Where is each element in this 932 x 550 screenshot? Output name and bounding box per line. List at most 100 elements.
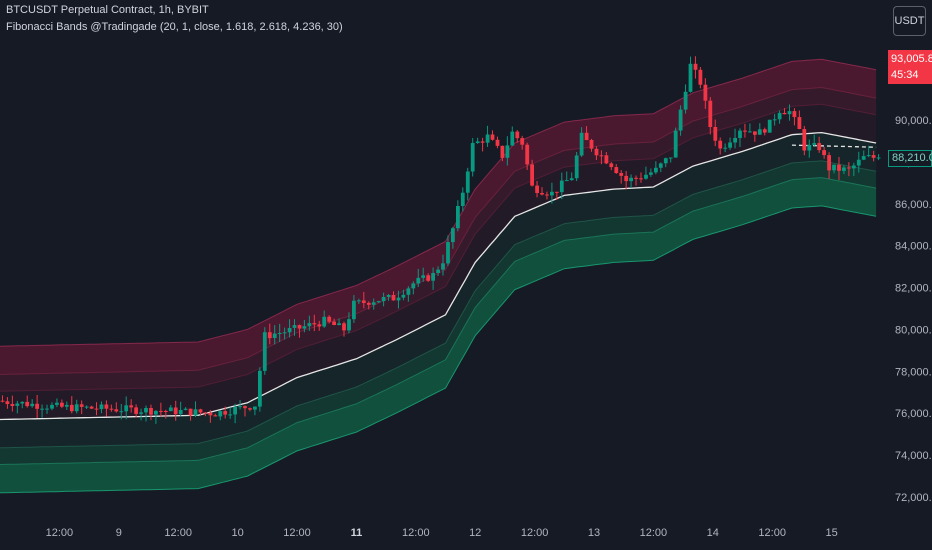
- candle-body: [55, 402, 59, 405]
- price-tick-label: 90,000.0: [895, 115, 932, 127]
- candle-body: [644, 174, 648, 179]
- candle-body: [421, 275, 426, 278]
- candle-body: [871, 155, 876, 158]
- indicator-legend[interactable]: Fibonacci Bands @Tradingade (20, 1, clos…: [6, 21, 343, 33]
- current-price-label: 88,210.0: [888, 150, 932, 167]
- candle-body: [703, 84, 708, 101]
- candle-body: [748, 131, 752, 133]
- candle-body: [35, 403, 39, 409]
- candle-body: [262, 332, 267, 371]
- candle-body: [69, 404, 74, 412]
- candle-body: [663, 158, 668, 164]
- candle-body: [614, 167, 619, 173]
- candle-body: [658, 163, 663, 168]
- last-price-value: 93,005.8: [891, 53, 932, 65]
- candle-body: [797, 117, 802, 129]
- candle-body: [193, 409, 198, 416]
- candle-body: [475, 141, 480, 143]
- time-axis[interactable]: 12:00 9 12:00 10 12:00 11 12:00 12 12:00 13 12:00 1…: [46, 527, 838, 539]
- candle-body: [213, 415, 218, 417]
- candle-body: [124, 405, 129, 412]
- candle-body: [446, 242, 450, 264]
- upper-inner-band: [0, 104, 877, 420]
- candle-body: [782, 112, 787, 115]
- time-tick-label: 12:00: [758, 527, 786, 539]
- candle-body: [767, 119, 772, 133]
- candle-body: [139, 412, 143, 414]
- candle-body: [376, 301, 381, 303]
- price-tick-label: 78,000.0: [895, 366, 932, 378]
- candle-body: [460, 192, 465, 206]
- symbol-title[interactable]: BTCUSDT Perpetual Contract, 1h, BYBIT: [6, 4, 209, 16]
- candle-body: [505, 145, 510, 158]
- candle-body: [866, 155, 871, 157]
- candle-body: [287, 328, 292, 333]
- candle-body: [173, 407, 178, 415]
- price-tick-label: 72,000.0: [895, 492, 932, 504]
- time-tick-label: 13: [588, 527, 600, 539]
- candle-body: [743, 130, 747, 132]
- candle-body: [10, 404, 15, 406]
- time-tick-label: 10: [231, 527, 243, 539]
- candle-body: [386, 295, 391, 297]
- candle-body: [25, 401, 30, 407]
- candle-body: [683, 91, 688, 110]
- candle-body: [129, 405, 134, 408]
- candle-body: [104, 404, 109, 409]
- price-tick-label: 82,000.0: [895, 283, 932, 295]
- candle-body: [327, 316, 332, 322]
- candle-body: [772, 119, 777, 121]
- candle-body: [337, 323, 341, 325]
- candle-body: [74, 404, 79, 412]
- candle-body: [64, 404, 69, 407]
- currency-button[interactable]: USDT: [893, 6, 926, 36]
- candle-body: [856, 159, 861, 166]
- time-tick-label: 12:00: [46, 527, 74, 539]
- candle-body: [668, 157, 673, 159]
- candle-body: [619, 173, 624, 176]
- price-axis[interactable]: 90,000.088,000.086,000.084,000.082,000.0…: [895, 115, 932, 504]
- candle-body: [322, 316, 327, 327]
- candle-body: [218, 411, 223, 417]
- candle-body: [277, 333, 282, 334]
- time-tick-label: 11: [351, 527, 363, 539]
- upper-outer-band: [0, 59, 877, 375]
- candle-body: [381, 297, 386, 302]
- candle-body: [525, 144, 530, 165]
- candle-body: [396, 297, 401, 301]
- candle-body: [654, 167, 658, 173]
- candle-body: [807, 145, 812, 151]
- candle-body: [292, 325, 297, 328]
- candle-body: [317, 324, 322, 327]
- candle-body: [451, 228, 455, 243]
- candle-body: [693, 63, 698, 70]
- candle-body: [738, 130, 742, 138]
- candle-body: [550, 191, 554, 196]
- candle-body: [847, 167, 851, 169]
- time-tick-label: 12:00: [521, 527, 549, 539]
- candle-body: [302, 326, 307, 329]
- lower-mid-line: [0, 177, 877, 465]
- candle-body: [728, 142, 732, 148]
- candle-body: [416, 277, 421, 284]
- candle-body: [352, 300, 356, 320]
- candle-body: [228, 414, 233, 416]
- price-tick-label: 76,000.0: [895, 408, 932, 420]
- candle-body: [802, 129, 807, 151]
- candle-body: [238, 406, 242, 408]
- candle-body: [584, 132, 589, 140]
- time-tick-label: 12:00: [402, 527, 430, 539]
- lower-inner-line: [0, 160, 877, 449]
- candle-body: [842, 167, 846, 171]
- candle-body: [168, 407, 173, 412]
- candle-body: [30, 403, 35, 407]
- candle-body: [401, 294, 406, 298]
- candle-body: [564, 180, 569, 182]
- candle-body: [198, 409, 203, 413]
- candle-body: [792, 111, 797, 118]
- candle-body: [559, 180, 564, 193]
- time-tick-label: 14: [707, 527, 719, 539]
- candle-body: [639, 178, 643, 180]
- candle-body: [357, 300, 361, 302]
